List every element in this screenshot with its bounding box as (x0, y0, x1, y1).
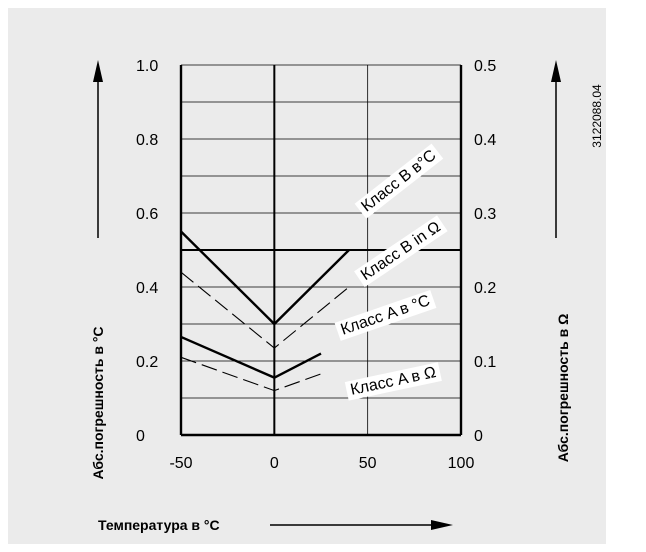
curve-label-background (354, 215, 448, 288)
x-axis-title-group: Температура в °C (98, 517, 453, 533)
curve-label: Класс A в Ω (349, 364, 438, 399)
x-tick-label: 100 (448, 455, 475, 472)
curve-label-group: Класс B in Ω (354, 215, 448, 288)
curve-label: Класс A в °C (339, 292, 433, 338)
series-layer (180, 230, 350, 392)
y2-tick-label: 0 (474, 428, 483, 445)
y-tick-label: 0.4 (136, 280, 158, 297)
x-arrow-head-icon (431, 520, 453, 530)
plot-frame (179, 64, 463, 437)
tick-labels: -50 0 50 100 1.0 0.8 0.6 0.4 0.2 0 0.5 0.4 0.3 0.2 0.1… (136, 58, 496, 472)
chart: -50 0 50 100 1.0 0.8 0.6 0.4 0.2 0 0.5 0.4 0.3 0.2 0.1… (90, 58, 604, 533)
x-tick-label: 50 (359, 455, 377, 472)
y-tick-label: 0.6 (136, 206, 158, 223)
y2-tick-label: 0.1 (474, 354, 496, 371)
series-line-2 (180, 271, 350, 349)
right-axis-title-group: Абс.погрешность в Ω (551, 60, 571, 462)
x-tick-label: 0 (270, 455, 279, 472)
curve-label-background (334, 289, 437, 341)
figure-panel: -50 0 50 100 1.0 0.8 0.6 0.4 0.2 0 0.5 0.4 0.3 0.2 0.1… (8, 8, 606, 544)
curve-label-group: Класс A в °C (334, 289, 437, 341)
series-line-1 (180, 230, 350, 326)
x-tick-label: -50 (169, 455, 192, 472)
curve-label: Класс B в°C (358, 147, 439, 216)
y-tick-label: 0.2 (136, 354, 158, 371)
left-axis-title-group: Абс.погрешность в °C (90, 60, 106, 480)
grid (181, 65, 461, 435)
curve-label-background (344, 362, 442, 401)
curve-label-background (354, 143, 444, 219)
right-arrow-head-icon (551, 60, 561, 82)
y2-tick-label: 0.2 (474, 280, 496, 297)
curve-label: Класс B in Ω (358, 218, 444, 284)
left-arrow-head-icon (93, 60, 103, 82)
right-axis-title: Абс.погрешность в Ω (555, 314, 571, 463)
y-tick-label: 0 (136, 428, 145, 445)
series-line-4 (180, 356, 322, 392)
y-tick-label: 0.8 (136, 132, 158, 149)
left-axis-title: Абс.погрешность в °C (90, 326, 106, 479)
y2-tick-label: 0.4 (474, 132, 496, 149)
y2-tick-label: 0.5 (474, 58, 496, 75)
y-tick-label: 1.0 (136, 58, 158, 75)
curve-label-group: Класс A в Ω (344, 362, 442, 401)
x-axis-title: Температура в °C (98, 517, 220, 533)
figure-id: 3122088.04 (590, 84, 604, 148)
y2-tick-label: 0.3 (474, 206, 496, 223)
series-line-3 (180, 335, 322, 379)
